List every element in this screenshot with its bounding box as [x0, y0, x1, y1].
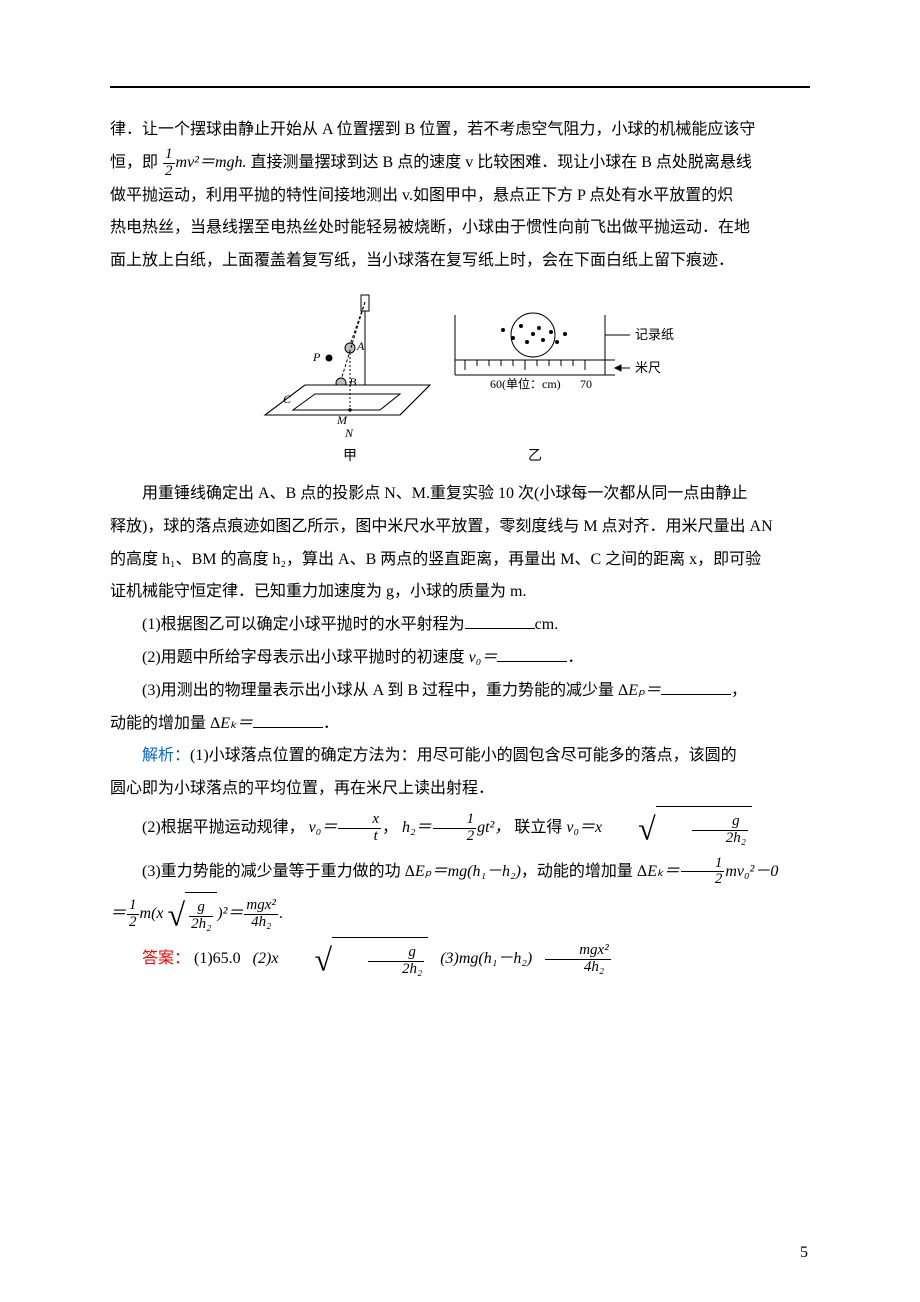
frac-x-t: xt [338, 812, 381, 845]
svg-text:P: P [312, 350, 321, 364]
p1-l5: 面上放上白纸，上面覆盖着复写纸，当小球落在复写纸上时，会在下面白纸上留下痕迹． [110, 252, 734, 269]
ans2-pre: (2)x [253, 950, 279, 967]
ans3a: (3)mg(h₁－h₂) [440, 950, 532, 967]
paragraph-2b: 释放)，球的落点痕迹如图乙所示，图中米尺水平放置，零刻度线与 M 点对齐．用米尺… [110, 511, 810, 609]
sol2-pre: (2)根据平抛运动规律， [142, 819, 305, 836]
p1-l4: 热电热丝，当悬线摆至电热丝处时能轻易被烧断，小球由于惯性向前飞出做平抛运动．在地 [110, 219, 750, 236]
solution-2: (2)根据平抛运动规律， v₀＝xt， h₂＝12gt²， 联立得 v₀＝x √… [110, 806, 810, 851]
svg-text:C: C [283, 392, 292, 406]
p1-eq: mv²＝mgh. [176, 154, 247, 171]
ans1: (1)65.0 [194, 950, 241, 967]
p1-l2-post: 直接测量摆球到达 B 点的速度 v 比较困难．现让小球在 B 点处脱离悬线 [251, 154, 752, 171]
solution-label: 解析： [142, 747, 190, 764]
svg-text:N: N [344, 426, 354, 440]
svg-text:M: M [336, 413, 348, 427]
sol1a: (1)小球落点位置的确定方法为：用尽可能小的圆包含尽可能多的落点，该圆的 [190, 747, 737, 764]
svg-text:70: 70 [580, 377, 592, 391]
q3-l2-pre: 动能的增加量 Δ [110, 715, 220, 732]
q2-pre: (2)用题中所给字母表示出小球平抛时的初速度 [142, 649, 469, 666]
answer: 答案： (1)65.0 (2)x √g2h₂ (3)mg(h₁－h₂) mgx²… [110, 937, 810, 982]
solution-1b: 圆心即为小球落点的平均位置，再在米尺上读出射程． [110, 773, 810, 806]
q2-v0: v₀＝ [469, 649, 498, 666]
sol3b-close: )²＝ [217, 905, 243, 922]
question-2: (2)用题中所给字母表示出小球平抛时的初速度 v₀＝ ． [110, 642, 810, 675]
paragraph-1: 律．让一个摆球由静止开始从 A 位置摆到 B 位置，若不考虑空气阻力，小球的机械… [110, 114, 810, 278]
blank-q3a [661, 677, 731, 695]
p1-l2-pre: 恒，即 [110, 154, 158, 171]
page-content: 律．让一个摆球由静止开始从 A 位置摆到 B 位置，若不考虑空气阻力，小球的机械… [110, 114, 810, 981]
page-number: 5 [800, 1244, 808, 1262]
paragraph-2: 用重锤线确定出 A、B 点的投影点 N、M.重复实验 10 次(小球每一次都从同… [110, 478, 810, 511]
sol1b: 圆心即为小球落点的平均位置，再在米尺上读出射程． [110, 780, 494, 797]
frac-half-4: 12 [127, 898, 139, 931]
sqrt-g-2h2: √g2h₂ [606, 806, 752, 851]
frac-final: mgx²4h₂ [244, 898, 278, 931]
q3-ep: Eₚ＝ [628, 682, 661, 699]
svg-text:甲: 甲 [343, 449, 357, 464]
sol2-comma: ， [382, 819, 398, 836]
sol3b-eq: ＝ [110, 905, 126, 922]
ans2-sqrt: √g2h₂ [282, 937, 428, 982]
p2-l3: 的高度 h₁、BM 的高度 h₂，算出 A、B 两点的竖直距离，再量出 M、C … [110, 551, 761, 568]
horizontal-rule [110, 86, 810, 88]
q3-comma: ， [731, 682, 747, 699]
p2-l4: 证机械能守恒定律．已知重力加速度为 g，小球的质量为 m. [110, 583, 526, 600]
frac-half: 1 2 [163, 147, 175, 180]
figure-svg: A P B C M N [245, 290, 675, 470]
svg-text:米尺: 米尺 [635, 360, 661, 375]
solution-3: (3)重力势能的减少量等于重力做的功 ΔEₚ＝mg(h₁－h₂)，动能的增加量 … [110, 851, 810, 893]
q3-ek: Eₖ＝ [220, 715, 253, 732]
blank-q3b [253, 710, 323, 728]
sol3-ek-pre: Eₖ＝ [647, 863, 680, 880]
sol3b-mx: m(x [140, 905, 164, 922]
sol2-v0b: v₀＝x [566, 819, 602, 836]
svg-text:60(单位：cm): 60(单位：cm) [490, 376, 561, 391]
p2-l2: 释放)，球的落点痕迹如图乙所示，图中米尺水平放置，零刻度线与 M 点对齐．用米尺… [110, 518, 773, 535]
p1-l3: 做平抛运动，利用平抛的特性间接地测出 v.如图甲中，悬点正下方 P 点处有水平放… [110, 187, 733, 204]
sol2-v0: v₀＝ [309, 819, 338, 836]
p1-l1: 律．让一个摆球由静止开始从 A 位置摆到 B 位置，若不考虑空气阻力，小球的机械… [110, 121, 755, 138]
question-1: (1)根据图乙可以确定小球平抛时的水平射程为 cm. [110, 609, 810, 642]
q3-pre: (3)用测出的物理量表示出小球从 A 到 B 过程中，重力势能的减少量 Δ [142, 682, 628, 699]
sqrt-g-2h2-b: √g2h₂ [168, 892, 218, 937]
q3-tail: ． [323, 715, 339, 732]
sol3-mid: ，动能的增加量 Δ [521, 863, 647, 880]
q1-unit: cm. [535, 616, 559, 633]
sol3-mv0: mv₀²－0 [725, 863, 778, 880]
p2-l1: 用重锤线确定出 A、B 点的投影点 N、M.重复实验 10 次(小球每一次都从同… [142, 485, 747, 502]
q2-tail: ． [567, 649, 583, 666]
sol2-h2: h₂＝ [402, 819, 432, 836]
sol2-joint: 联立得 [514, 819, 566, 836]
figure: A P B C M N [110, 290, 810, 470]
blank-q1 [465, 612, 535, 630]
svg-text:乙: 乙 [528, 448, 542, 464]
svg-text:A: A [356, 339, 365, 353]
answer-label: 答案： [142, 950, 190, 967]
q1-pre: (1)根据图乙可以确定小球平抛时的水平射程为 [142, 616, 465, 633]
sol2-gt2: gt²， [477, 819, 510, 836]
solution-3b: ＝12m(x √g2h₂)²＝mgx²4h₂. [110, 892, 810, 937]
sol3-pre: (3)重力势能的减少量等于重力做的功 Δ [142, 863, 415, 880]
sol3-ep: Eₚ＝mg(h₁－h₂) [415, 863, 521, 880]
question-3: (3)用测出的物理量表示出小球从 A 到 B 过程中，重力势能的减少量 ΔEₚ＝… [110, 675, 810, 708]
svg-text:记录纸: 记录纸 [635, 327, 674, 342]
ans3b-frac: mgx²4h₂ [545, 943, 611, 976]
solution-1: 解析：(1)小球落点位置的确定方法为：用尽可能小的圆包含尽可能多的落点，该圆的 [110, 740, 810, 773]
sol3b-dot: . [279, 905, 283, 922]
question-3b: 动能的增加量 ΔEₖ＝ ． [110, 708, 810, 741]
frac-half-3: 12 [681, 856, 725, 889]
blank-q2 [497, 644, 567, 662]
frac-half-2: 12 [433, 812, 477, 845]
